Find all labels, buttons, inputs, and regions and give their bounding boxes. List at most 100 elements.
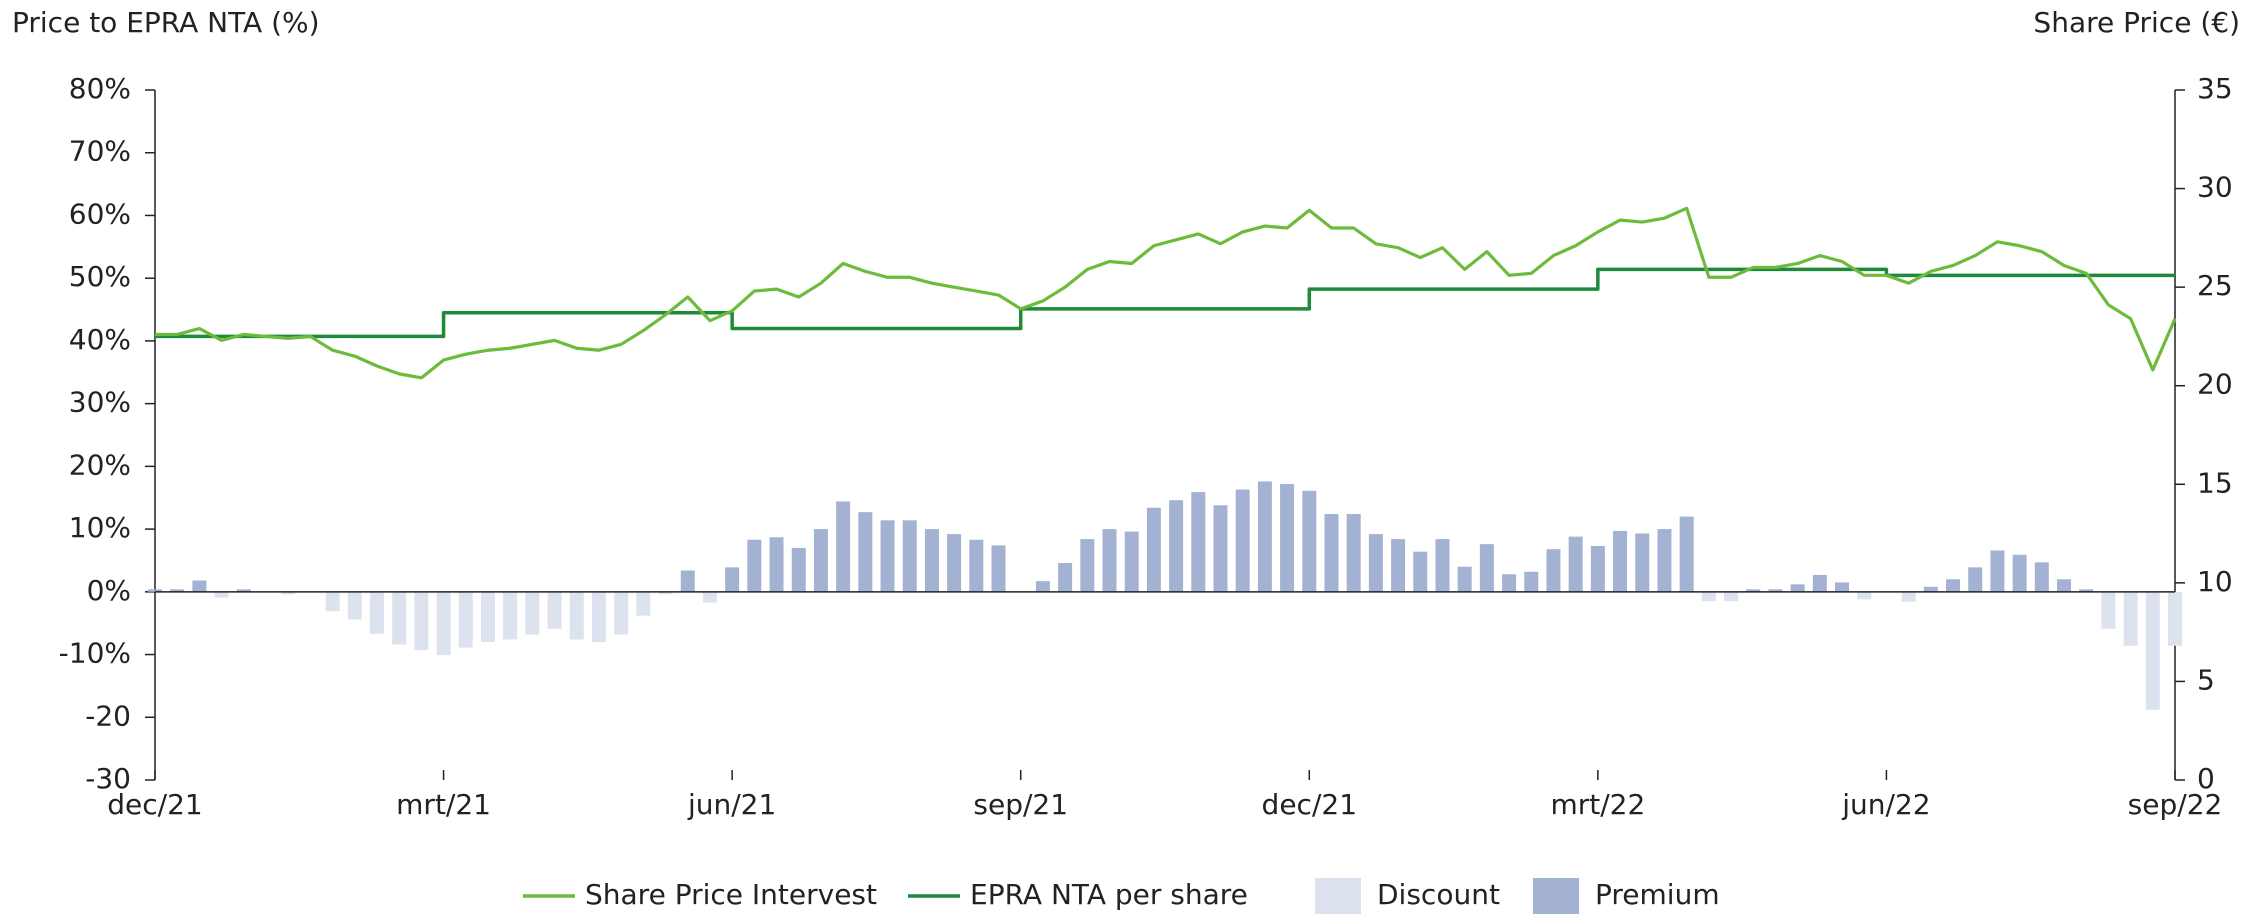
bar — [2012, 554, 2027, 592]
y-tick-label: 50% — [69, 260, 131, 293]
y2-tick-label: 15 — [2197, 466, 2233, 499]
bar — [1679, 516, 1694, 592]
bar — [969, 539, 984, 592]
bar — [1457, 566, 1472, 592]
bar — [503, 591, 518, 640]
bar — [1058, 562, 1073, 592]
y-tick-label: 60% — [69, 197, 131, 230]
x-tick-label: dec/21 — [107, 788, 202, 821]
bar — [1613, 530, 1628, 592]
bar — [924, 529, 939, 592]
bar — [2101, 591, 2116, 629]
bar — [369, 591, 384, 634]
bar — [414, 591, 429, 651]
bar — [680, 570, 695, 592]
bar — [148, 589, 162, 592]
legend-label: EPRA NTA per share — [970, 878, 1248, 911]
bar — [1524, 571, 1539, 592]
bar — [2168, 591, 2182, 646]
bar — [2123, 591, 2138, 646]
y-tick-label: -30 — [85, 762, 131, 795]
bar — [1435, 539, 1450, 592]
bar — [1191, 492, 1206, 592]
y2-tick-label: 0 — [2197, 762, 2215, 795]
bar — [1502, 574, 1517, 592]
bar — [769, 537, 784, 592]
y2-tick-label: 35 — [2197, 72, 2233, 105]
bar — [1346, 514, 1361, 592]
bar — [1413, 551, 1428, 592]
bar — [1635, 533, 1650, 592]
y2-axis-title: Share Price (€) — [2033, 6, 2240, 39]
bar — [170, 589, 185, 592]
bar — [569, 591, 584, 640]
bar — [791, 547, 806, 592]
y2-tick-label: 10 — [2197, 565, 2233, 598]
y-tick-label: 0% — [87, 574, 131, 607]
x-tick-label: sep/22 — [2128, 788, 2223, 821]
bar — [1990, 550, 2005, 592]
bar — [392, 591, 407, 645]
y2-tick-label: 20 — [2197, 368, 2233, 401]
y-tick-label: -20 — [85, 699, 131, 732]
x-tick-label: mrt/22 — [1550, 788, 1645, 821]
bar — [281, 591, 296, 595]
bar — [747, 539, 762, 592]
line — [155, 267, 2175, 339]
bar — [236, 589, 251, 592]
bar — [325, 591, 340, 612]
bar — [858, 512, 873, 592]
bar — [947, 534, 962, 592]
bar — [1035, 581, 1050, 592]
bar — [2079, 589, 2094, 592]
bar — [1835, 582, 1850, 592]
legend-swatch — [1315, 878, 1361, 914]
legend-label: Premium — [1595, 878, 1720, 911]
y-tick-label: 80% — [69, 72, 131, 105]
y2-tick-label: 30 — [2197, 171, 2233, 204]
y2-tick-label: 5 — [2197, 663, 2215, 696]
bar — [525, 591, 540, 635]
bar — [1124, 531, 1139, 592]
x-tick-label: jun/21 — [687, 788, 776, 821]
bar — [458, 591, 473, 648]
bar — [1257, 481, 1272, 592]
bar — [1812, 574, 1827, 592]
bar — [1768, 589, 1783, 592]
bar — [702, 591, 717, 603]
bar — [1790, 584, 1805, 592]
bar — [1968, 567, 1983, 592]
y-tick-label: 40% — [69, 323, 131, 356]
x-tick-label: jun/22 — [1841, 788, 1930, 821]
bar — [214, 591, 229, 598]
bar — [347, 591, 362, 620]
bar — [1235, 489, 1250, 592]
bar — [192, 580, 207, 592]
bar — [1857, 591, 1872, 600]
y-tick-label: 70% — [69, 135, 131, 168]
line — [155, 206, 2177, 380]
bar — [1590, 546, 1605, 592]
bar — [725, 567, 740, 592]
bar — [2057, 579, 2072, 592]
bar — [1923, 586, 1938, 592]
y2-tick-label: 25 — [2197, 269, 2233, 302]
bar — [1102, 529, 1117, 592]
bar — [880, 520, 895, 592]
bar — [1213, 505, 1228, 592]
bar — [636, 591, 651, 616]
legend-label: Share Price Intervest — [585, 878, 877, 911]
bar — [591, 591, 606, 642]
bar — [1169, 500, 1184, 592]
bar — [813, 529, 828, 592]
bar — [1746, 589, 1761, 592]
legend-label: Discount — [1377, 878, 1500, 911]
y-tick-label: 20% — [69, 448, 131, 481]
y-tick-label: 10% — [69, 511, 131, 544]
bar — [436, 591, 451, 656]
bar — [1657, 529, 1672, 592]
bar — [1302, 490, 1317, 592]
x-tick-label: sep/21 — [973, 788, 1068, 821]
bar — [547, 591, 562, 629]
